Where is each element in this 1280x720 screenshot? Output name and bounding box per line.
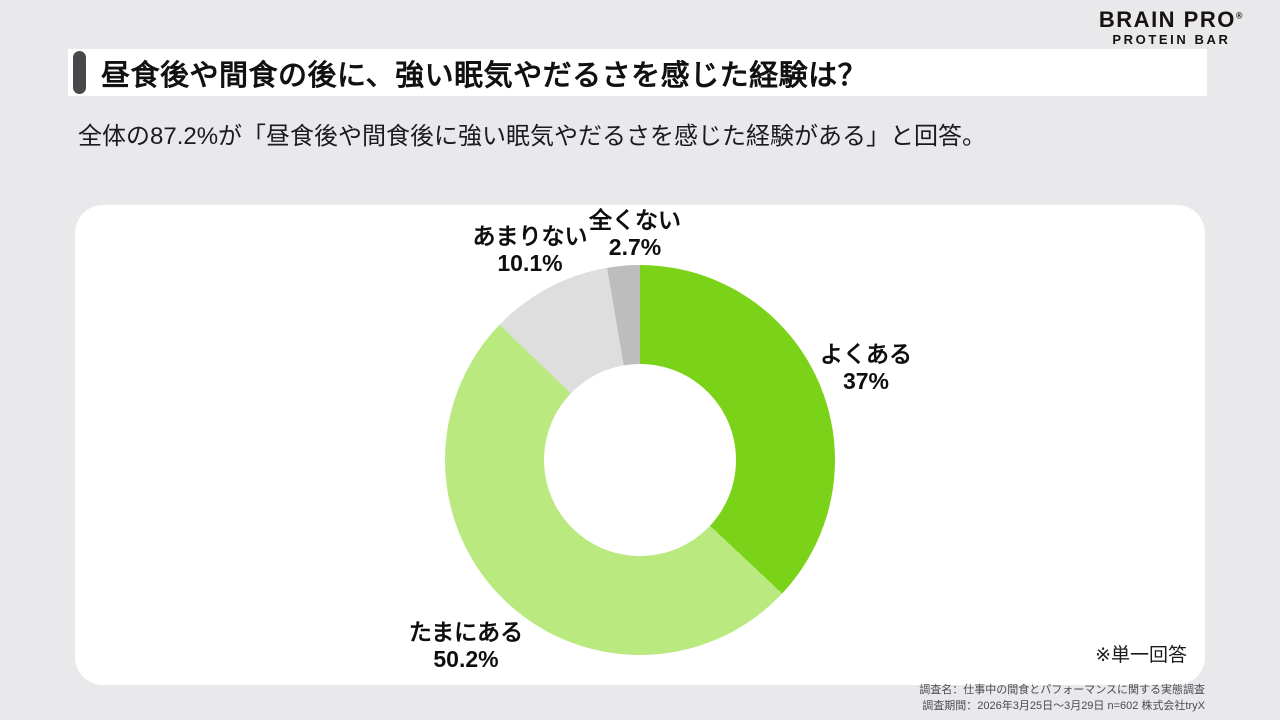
segment-name: あまりない: [472, 223, 588, 249]
donut-hole: [544, 364, 736, 556]
segment-label-tamaniaru: たまにある 50.2%: [409, 619, 523, 673]
survey-source: 調査名：仕事中の間食とパフォーマンスに関する実態調査 調査期間：2026年3月2…: [919, 682, 1205, 714]
segment-label-amarinai: あまりない 10.1%: [473, 223, 588, 277]
survey-name: 調査名：仕事中の間食とパフォーマンスに関する実態調査: [919, 684, 1205, 696]
chart-card: よくある 37% たまにある 50.2% あまりない 10.1% 全くない 2.…: [75, 205, 1205, 685]
segment-value: 50.2%: [433, 646, 499, 672]
registered-trademark-icon: ®: [1235, 10, 1244, 21]
segment-name: 全くない: [589, 207, 681, 233]
brand-logo: BRAIN PRO® PROTEIN BAR: [1099, 8, 1244, 47]
segment-name: よくある: [820, 341, 912, 367]
page-title: 昼食後や間食の後に、強い眠気やだるさを感じた経験は？: [101, 59, 868, 92]
segment-label-mattakunai: 全くない 2.7%: [589, 207, 681, 261]
title-accent-bar: [73, 51, 86, 94]
segment-value: 37%: [842, 368, 890, 394]
segment-label-yokuaru: よくある 37%: [820, 341, 912, 395]
brand-logo-subtext: PROTEIN BAR: [1112, 32, 1231, 48]
title-strip: 昼食後や間食の後に、強い眠気やだるさを感じた経験は？: [68, 49, 1207, 96]
brand-logo-name: BRAIN PRO®: [1099, 8, 1244, 31]
donut-chart: [445, 265, 835, 655]
segment-value: 10.1%: [497, 250, 563, 276]
single-answer-note: ※単一回答: [1095, 645, 1187, 666]
segment-value: 2.7%: [608, 234, 662, 260]
survey-period: 調査期間：2026年3月25日〜3月29日 n=602 株式会社tryX: [922, 700, 1205, 712]
segment-name: たまにある: [408, 619, 524, 645]
summary-text: 全体の87.2%が「昼食後や間食後に強い眠気やだるさを感じた経験がある」と回答。: [78, 123, 987, 150]
brand-logo-text: BRAIN PRO: [1098, 7, 1236, 32]
